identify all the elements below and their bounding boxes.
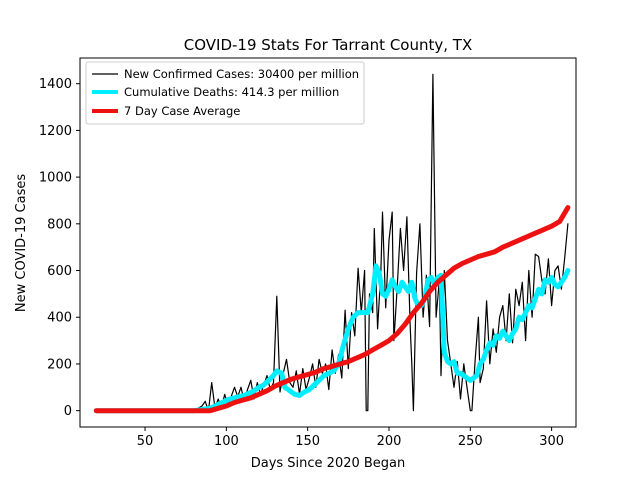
series-7-day-average-line: [93, 205, 571, 414]
chart-title: COVID-19 Stats For Tarrant County, TX: [184, 36, 472, 54]
x-tick-label: 250: [458, 434, 483, 449]
y-tick-label: 400: [47, 311, 72, 326]
x-tick-label: 100: [214, 434, 239, 449]
legend-label-new-cases: New Confirmed Cases: 30400 per million: [124, 67, 359, 81]
y-tick-label: 800: [47, 217, 72, 232]
y-tick-label: 600: [47, 264, 72, 279]
legend-label-cumulative-deaths: Cumulative Deaths: 414.3 per million: [124, 85, 339, 99]
y-tick-label: 200: [47, 357, 72, 372]
legend-box: [85, 61, 365, 125]
plot-frame: [79, 57, 577, 428]
legend: New Confirmed Cases: 30400 per million C…: [85, 61, 365, 125]
x-tick-label: 300: [539, 434, 564, 449]
axis-ticks: 50 100 150 200 250 300 0 200 400 600 800 1000 1200 14…: [39, 77, 564, 449]
y-tick-label: 1400: [39, 77, 72, 92]
x-axis-label: Days Since 2020 Began: [251, 456, 406, 471]
series-cumulative-deaths-line: [93, 263, 571, 414]
series-new-cases-line: [95, 73, 569, 412]
x-tick-label: 200: [377, 434, 402, 449]
legend-label-7-day-average: 7 Day Case Average: [124, 104, 240, 118]
x-tick-label: 150: [295, 434, 320, 449]
y-axis-label: New COVID-19 Cases: [14, 174, 29, 312]
series-layer: [93, 73, 571, 414]
y-tick-label: 1200: [39, 124, 72, 139]
y-tick-label: 0: [64, 404, 72, 419]
y-tick-label: 1000: [39, 171, 72, 186]
x-tick-label: 50: [137, 434, 154, 449]
